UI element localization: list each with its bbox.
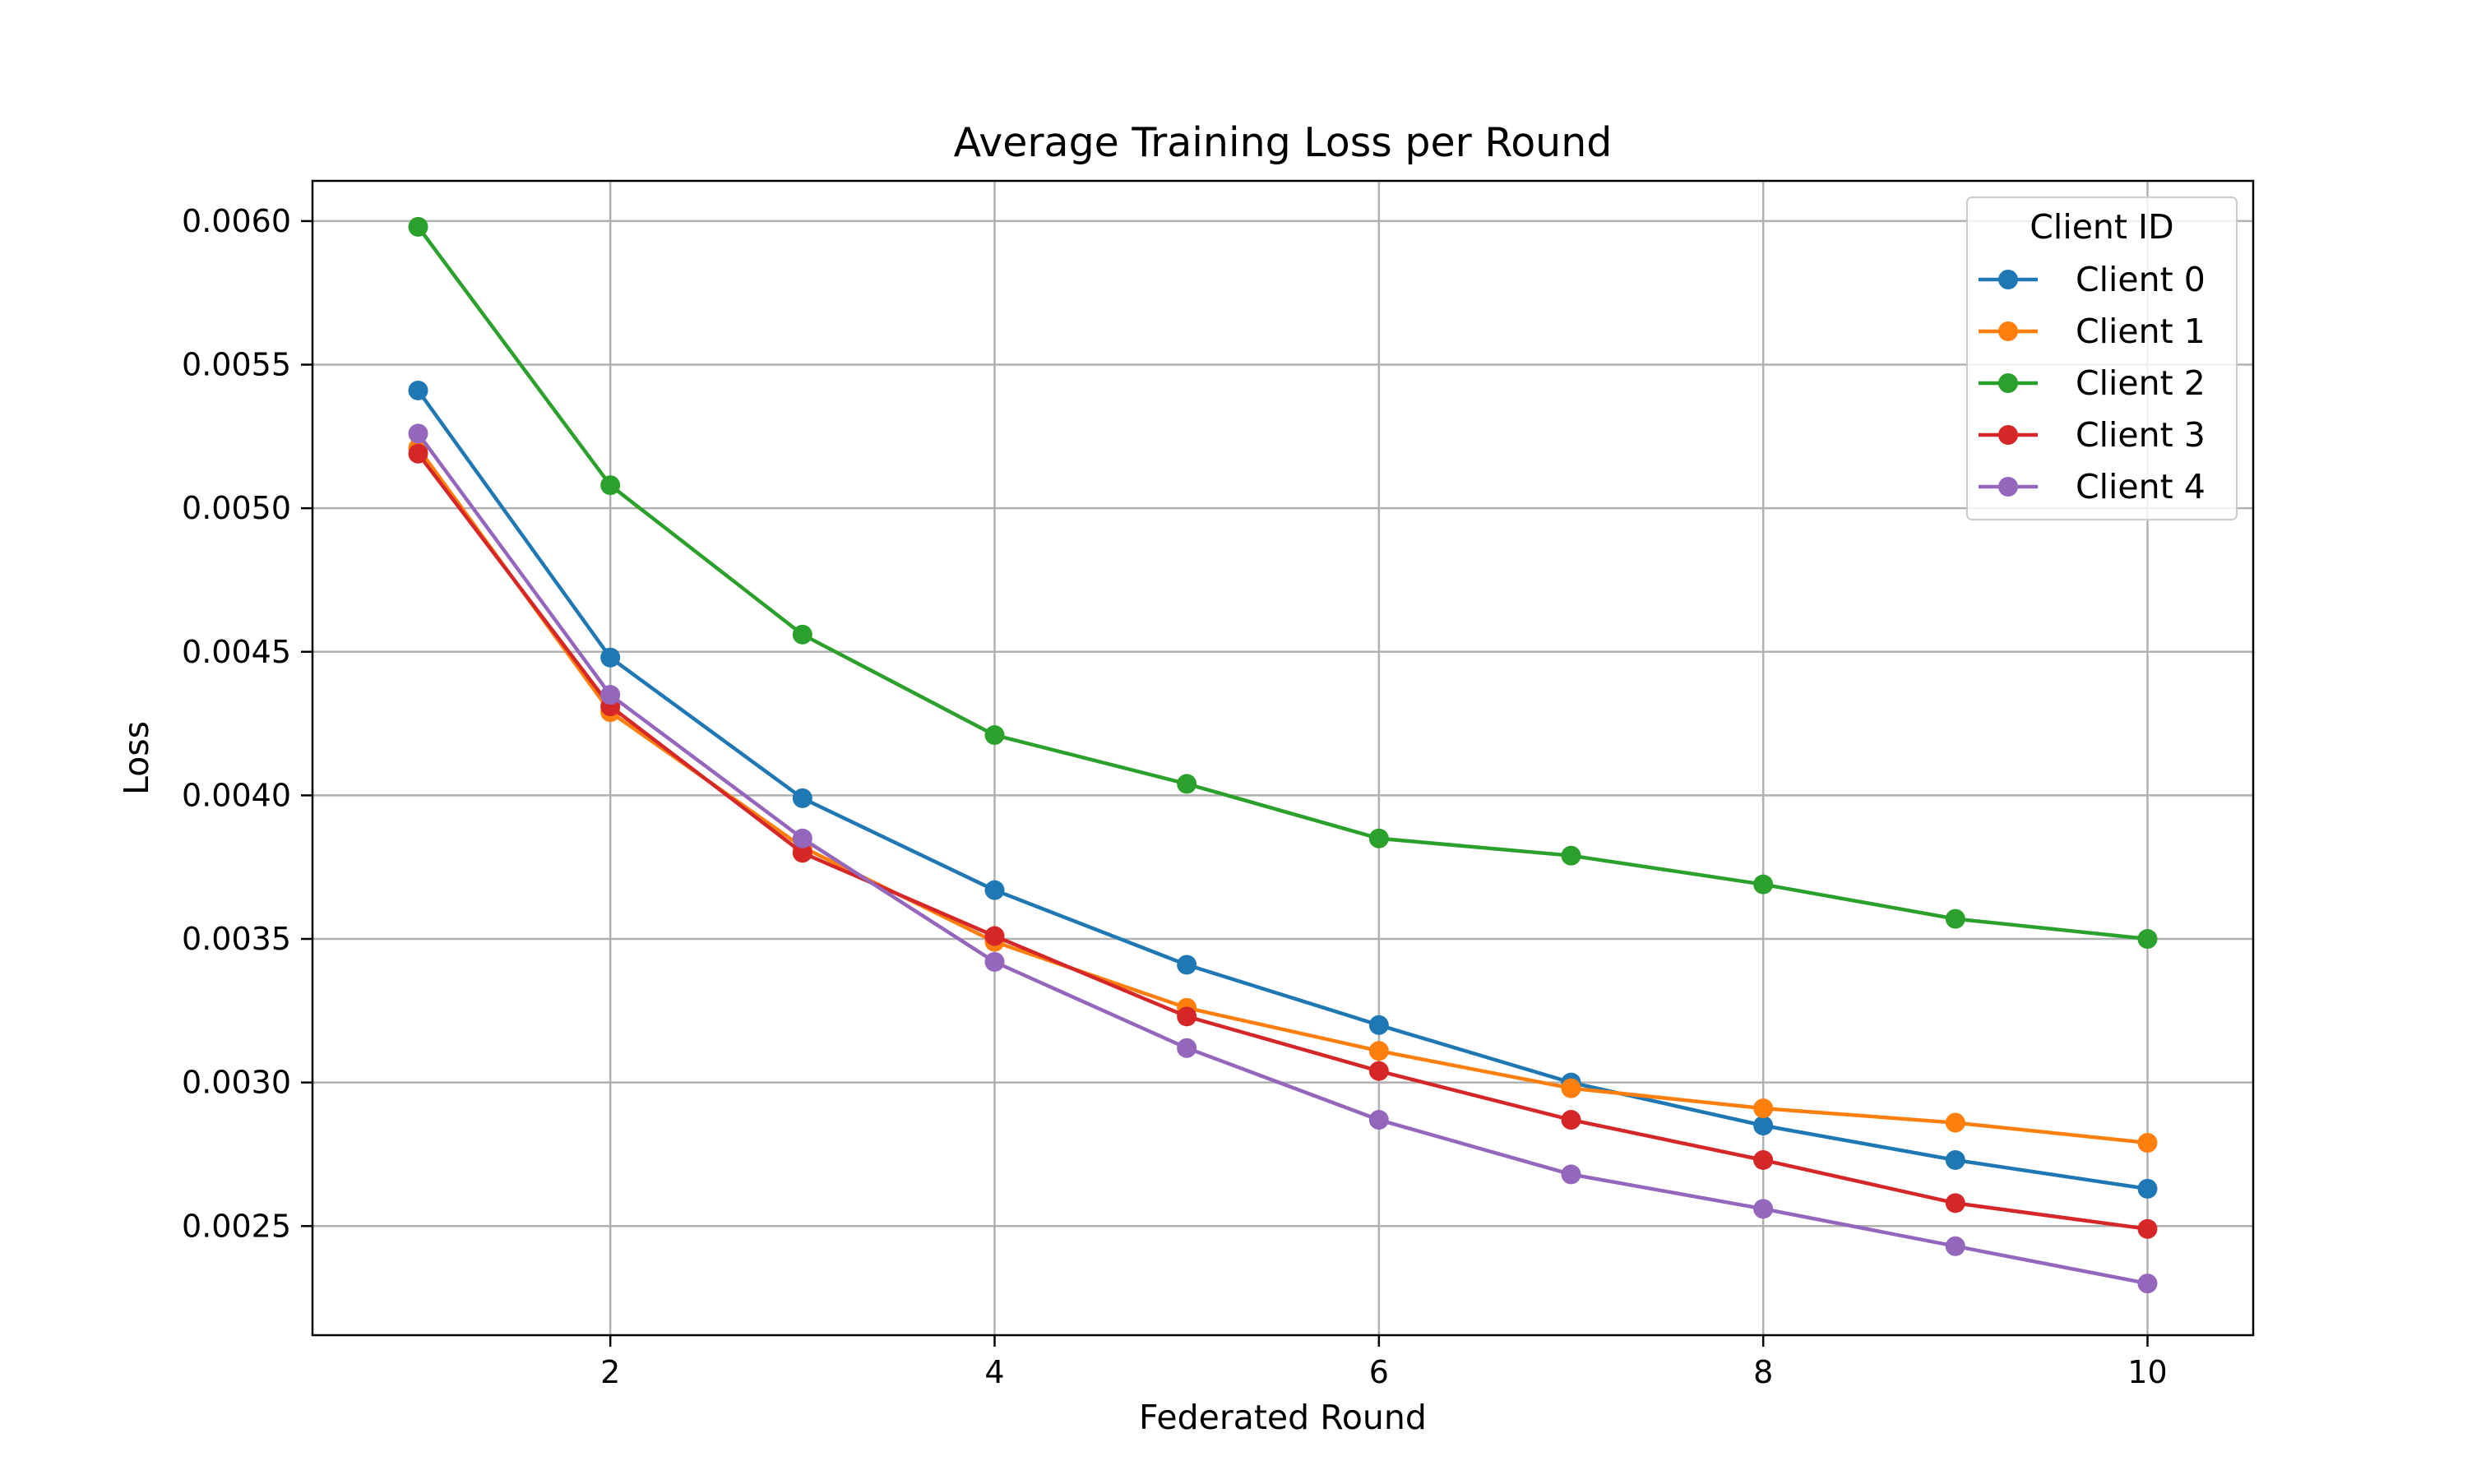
- data-point: [984, 725, 1005, 746]
- legend-item: Client 3: [1979, 415, 2205, 455]
- y-axis-title: Loss: [117, 721, 156, 795]
- series-client-2: [408, 216, 2158, 950]
- data-point: [792, 788, 812, 808]
- x-tick-label: 8: [1753, 1354, 1773, 1390]
- legend-item: Client 4: [1979, 467, 2205, 506]
- legend-label: Client 1: [2076, 312, 2205, 351]
- data-point: [2137, 929, 2158, 950]
- data-point: [792, 624, 812, 645]
- y-tick-label: 0.0050: [182, 490, 291, 526]
- data-point: [1177, 774, 1197, 794]
- legend-title: Client ID: [2030, 207, 2173, 247]
- grid: [312, 181, 2253, 1335]
- x-tick-label: 4: [984, 1354, 1004, 1390]
- data-point: [600, 685, 621, 705]
- y-tick-label: 0.0025: [182, 1208, 291, 1244]
- legend-swatch-marker: [1998, 477, 2018, 497]
- data-point: [1368, 1110, 1389, 1130]
- data-point: [1561, 1164, 1581, 1185]
- data-point: [984, 880, 1005, 900]
- data-point: [1753, 1149, 1774, 1170]
- x-axis-title: Federated Round: [1139, 1398, 1427, 1437]
- data-point: [984, 926, 1005, 946]
- data-point: [408, 423, 428, 444]
- series-line: [416, 224, 2150, 941]
- legend-items: Client 0 Client 1 Client 2 Client 3 Client 4: [1979, 260, 2205, 506]
- data-point: [600, 647, 621, 668]
- data-point: [1753, 1199, 1774, 1219]
- data-point: [2137, 1178, 2158, 1199]
- data-point: [1368, 1015, 1389, 1035]
- data-point: [1177, 955, 1197, 975]
- plot-frame: [311, 179, 2255, 1337]
- data-point: [1753, 874, 1774, 895]
- legend-label: Client 4: [2076, 467, 2205, 506]
- data-point: [1368, 828, 1389, 848]
- series-line: [416, 388, 2150, 1191]
- legend-label: Client 0: [2076, 260, 2205, 299]
- series-client-4: [408, 423, 2158, 1294]
- data-point: [1561, 1110, 1581, 1130]
- data-point: [1177, 1038, 1197, 1058]
- y-tick-label: 0.0035: [182, 921, 291, 957]
- data-point: [1945, 1236, 1965, 1256]
- chart-title: Average Training Loss per Round: [954, 119, 1613, 166]
- data-point: [1368, 1041, 1389, 1061]
- data-point: [408, 380, 428, 400]
- x-tick-label: 2: [600, 1354, 620, 1390]
- data-point: [408, 443, 428, 464]
- data-point: [1945, 908, 1965, 929]
- data-point: [1945, 1193, 1965, 1214]
- data-point: [792, 828, 812, 848]
- data-point: [2137, 1133, 2158, 1153]
- legend-swatch-marker: [1998, 425, 2018, 445]
- y-tick-label: 0.0030: [182, 1065, 291, 1101]
- data-point: [2137, 1274, 2158, 1294]
- data-point: [1561, 845, 1581, 866]
- legend-label: Client 2: [2076, 363, 2205, 403]
- legend-item: Client 1: [1979, 312, 2205, 351]
- legend-swatch-marker: [1998, 270, 2018, 289]
- data-point: [1177, 1006, 1197, 1027]
- axis-ticks: 2 4 6 8 10 0.0025 0.0030 0.0035 0.0040 0.0045 0.00…: [182, 203, 2168, 1390]
- legend-label: Client 3: [2076, 415, 2205, 455]
- data-point: [984, 951, 1005, 972]
- data-point: [1753, 1116, 1774, 1136]
- legend-swatch-marker: [1998, 373, 2018, 393]
- y-tick-label: 0.0045: [182, 634, 291, 670]
- data-point: [600, 475, 621, 496]
- series-line: [416, 451, 2150, 1232]
- data-point: [1945, 1149, 1965, 1170]
- data-point: [792, 843, 812, 863]
- legend-item: Client 0: [1979, 260, 2205, 299]
- series-client-0: [408, 380, 2158, 1199]
- x-tick-label: 6: [1369, 1354, 1389, 1390]
- legend-item: Client 2: [1979, 363, 2205, 403]
- y-tick-label: 0.0040: [182, 777, 291, 813]
- x-tick-label: 10: [2127, 1354, 2167, 1390]
- data-point: [1561, 1078, 1581, 1098]
- series-group: [408, 216, 2158, 1294]
- data-point: [2137, 1218, 2158, 1239]
- data-point: [1753, 1098, 1774, 1119]
- data-point: [408, 216, 428, 237]
- y-tick-label: 0.0055: [182, 347, 291, 383]
- data-point: [1368, 1061, 1389, 1081]
- data-point: [1945, 1112, 1965, 1133]
- y-tick-label: 0.0060: [182, 203, 291, 239]
- legend-swatch-marker: [1998, 321, 2018, 341]
- series-line: [416, 432, 2150, 1286]
